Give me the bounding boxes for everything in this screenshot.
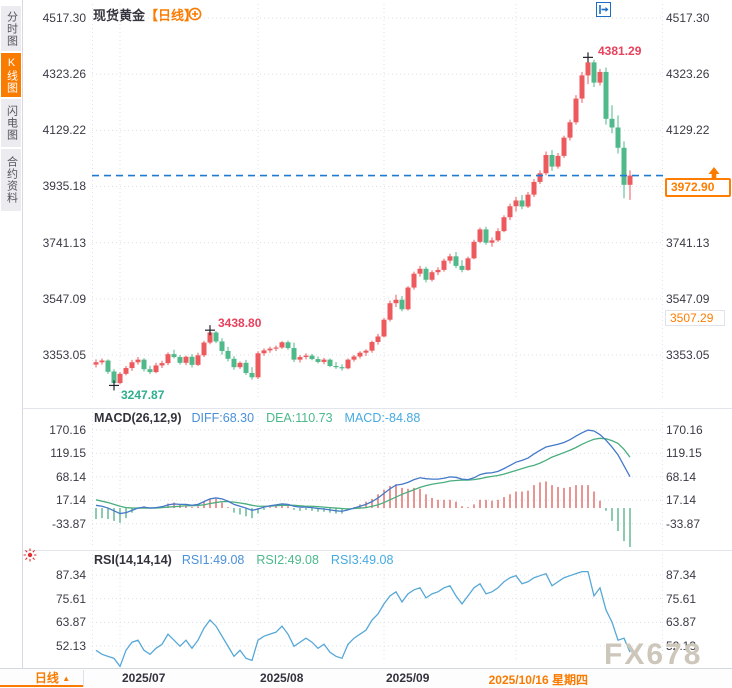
panel-separator [22, 550, 732, 551]
axis-tick-label: 17.14 [666, 493, 697, 508]
pan-right-icon[interactable] [596, 2, 611, 17]
rsi1-value: RSI1:49.08 [181, 553, 245, 567]
secondary-price-badge: 3507.29 [665, 310, 725, 327]
highlight-date-label: 2025/10/16 星期四 [488, 673, 588, 687]
period-select-button[interactable]: 日线 ▲ [22, 670, 84, 687]
rsi2-value: RSI2:49.08 [256, 553, 319, 567]
axis-tick-label: 3547.09 [42, 291, 86, 306]
axis-tick-label: 75.61 [55, 591, 86, 606]
macd-macd-value: MACD:-84.88 [344, 411, 421, 425]
axis-tick-label: 63.87 [666, 615, 697, 630]
month-tick-label: 2025/09 [386, 671, 430, 685]
period-tag: 【日线】 [145, 8, 198, 23]
macd-title: MACD(26,12,9) [94, 411, 182, 425]
high-price-label: 4381.29 [598, 44, 642, 59]
rsi-header[interactable]: RSI(14,14,14) RSI1:49.08 RSI2:49.08 RSI3:49… [94, 553, 393, 567]
axis-tick-label: 170.16 [49, 423, 86, 437]
axis-tick-label: 52.13 [666, 639, 697, 653]
sidebar-item-lightning[interactable]: 闪电图 [1, 99, 21, 149]
sidebar-item-contract-info[interactable]: 合约资料 [1, 149, 21, 213]
axis-tick-label: 87.34 [55, 568, 86, 582]
axis-tick-label: 4323.26 [42, 67, 86, 82]
axis-tick-label: 4517.30 [666, 11, 710, 25]
macd-diff-value: DIFF:68.30 [191, 411, 255, 425]
axis-tick-label: 63.87 [55, 615, 86, 630]
axis-tick-label: 3547.09 [666, 291, 710, 306]
symbol-name: 现货黄金 [93, 8, 146, 23]
current-price-badge: 3972.90 [665, 177, 731, 197]
macd-header[interactable]: MACD(26,12,9) DIFF:68.30 DEA:110.73 MACD:-8… [94, 411, 420, 425]
sidebar-item-label: 合约资料 [5, 156, 18, 204]
period-label: 日线 [34, 671, 59, 685]
axis-tick-label: 75.61 [666, 591, 697, 606]
watermark: FX678 [604, 638, 703, 671]
axis-tick-label: 4129.22 [666, 123, 710, 138]
active-period-underline [0, 685, 83, 687]
price-up-arrow-icon [708, 166, 720, 178]
macd-dea-value: DEA:110.73 [266, 411, 333, 425]
page-title: 现货黄金【日线】 [93, 5, 197, 24]
axis-tick-label: -33.87 [666, 516, 701, 531]
sidebar-item-label: K线图 [5, 56, 18, 94]
axis-tick-label: 68.14 [666, 469, 697, 484]
axis-tick-label: 119.15 [666, 446, 702, 461]
axis-tick-label: 3741.13 [666, 235, 710, 250]
swing-high-label: 3438.80 [218, 316, 262, 331]
rsi3-value: RSI3:49.08 [330, 553, 394, 567]
axis-tick-label: 17.14 [55, 493, 86, 508]
indicator-sun-icon[interactable] [23, 548, 37, 562]
panel-separator [22, 408, 732, 409]
sidebar-item-kline[interactable]: K线图 [1, 53, 21, 99]
axis-tick-label: -33.87 [51, 516, 86, 531]
axis-tick-label: 3935.18 [42, 179, 86, 194]
axis-tick-label: 52.13 [55, 639, 86, 653]
sidebar-item-label: 分时图 [5, 10, 18, 47]
axis-tick-label: 170.16 [666, 423, 703, 437]
axis-tick-label: 3741.13 [42, 235, 86, 250]
month-tick-label: 2025/08 [260, 671, 304, 685]
axis-tick-label: 3353.05 [666, 348, 710, 362]
rsi-chart[interactable] [92, 550, 663, 668]
candlestick-chart[interactable] [92, 0, 663, 408]
sidebar-item-label: 闪电图 [5, 105, 18, 141]
axis-tick-label: 68.14 [55, 469, 86, 484]
macd-chart[interactable] [92, 408, 663, 550]
time-axis-bar: 日线 ▲ 2025/07 2025/08 2025/09 2025/10/16 星期四 [0, 668, 732, 688]
axis-tick-label: 119.15 [50, 446, 86, 461]
axis-tick-label: 87.34 [666, 568, 697, 582]
rsi-title: RSI(14,14,14) [94, 553, 172, 567]
axis-tick-label: 3353.05 [42, 348, 86, 362]
sidebar-item-timeshare[interactable]: 分时图 [1, 6, 21, 53]
axis-tick-label: 4129.22 [42, 123, 86, 138]
axis-tick-label: 4517.30 [42, 11, 86, 25]
low-price-label: 3247.87 [121, 388, 165, 403]
chevron-up-icon: ▲ [62, 674, 71, 683]
add-circle-icon[interactable] [188, 7, 202, 21]
axis-tick-label: 4323.26 [666, 67, 710, 82]
sidebar: 分时图 K线图 闪电图 合约资料 [0, 0, 23, 668]
month-tick-label: 2025/07 [122, 671, 166, 685]
